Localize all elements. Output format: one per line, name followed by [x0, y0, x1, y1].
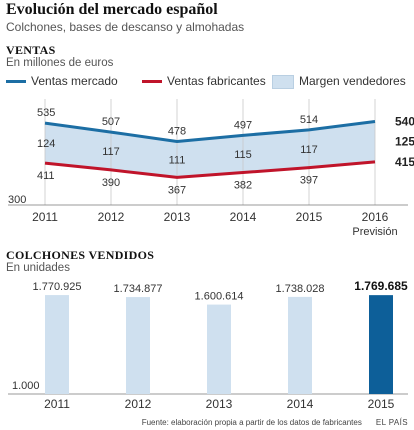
x-tick-2011: 2011	[32, 210, 58, 224]
bar-2014	[288, 296, 312, 394]
bar-2015	[369, 295, 393, 394]
series-line-fabricantes	[44, 160, 376, 179]
label-margen-2016: 125	[395, 135, 414, 149]
ventas-line-chart: 535 124 411 507 117 390 478 111 367 497 115 382 514 1…	[8, 99, 414, 238]
bar-x-tick-2011: 2011	[44, 397, 70, 411]
bar-2013	[207, 304, 231, 394]
label-mercado-2013: 478	[168, 125, 186, 137]
chart-title: Evolución del mercado español	[6, 1, 218, 18]
source-note: Fuente: elaboración propia a partir de l…	[0, 418, 408, 427]
label-mercado-2015: 514	[300, 114, 318, 126]
colchones-unit: En unidades	[6, 262, 70, 274]
bar-value-2014: 1.738.028	[276, 283, 325, 295]
label-margen-2011: 124	[37, 138, 55, 150]
bar-x-tick-2012: 2012	[125, 397, 152, 411]
label-fabricantes-2012: 390	[102, 177, 120, 189]
label-mercado-2012: 507	[102, 116, 120, 128]
brand-logo: EL PAÍS	[375, 418, 408, 427]
label-margen-2014: 115	[234, 149, 252, 161]
bar-2012	[126, 297, 150, 394]
label-fabricantes-2015: 397	[300, 175, 318, 187]
legend-label-fabricantes: Ventas fabricantes	[167, 74, 266, 88]
x-tick-2013: 2013	[164, 210, 191, 224]
bar-x-tick-2013: 2013	[206, 397, 233, 411]
bar-2011	[45, 295, 69, 394]
bar-y-min-label: 1.000	[12, 380, 40, 392]
label-mercado-2011: 535	[37, 107, 55, 119]
label-mercado-2016: 540	[395, 114, 414, 128]
colchones-section-title: COLCHONES VENDIDOS	[6, 248, 155, 262]
bar-x-tick-2015: 2015	[368, 397, 395, 411]
label-mercado-2014: 497	[234, 119, 252, 131]
legend-swatch-mercado	[6, 80, 26, 84]
x-tick-2014: 2014	[230, 210, 257, 224]
bar-x-tick-2014: 2014	[287, 397, 314, 411]
x-tick-2015: 2015	[296, 210, 323, 224]
legend-swatch-fabricantes	[142, 80, 162, 84]
label-fabricantes-2011: 411	[37, 170, 55, 182]
ventas-section-title: VENTAS	[6, 43, 56, 57]
label-fabricantes-2014: 382	[234, 180, 252, 192]
ventas-unit: En millones de euros	[6, 57, 114, 69]
series-line-mercado	[44, 119, 376, 143]
bar-value-2013: 1.600.614	[195, 291, 244, 303]
x-sublabel-2016: Previsión	[352, 226, 397, 238]
legend-item-mercado: Ventas mercado	[6, 74, 118, 88]
legend-swatch-margen	[272, 74, 294, 89]
legend-label-margen: Margen vendedores	[299, 74, 406, 88]
x-tick-2016: 2016	[362, 210, 389, 224]
legend-item-fabricantes: Ventas fabricantes	[142, 74, 266, 88]
legend-label-mercado: Ventas mercado	[31, 74, 118, 88]
label-fabricantes-2016: 415	[395, 155, 414, 169]
label-margen-2012: 117	[102, 146, 120, 158]
label-margen-2015: 117	[300, 144, 318, 156]
bar-value-2012: 1.734.877	[114, 283, 163, 295]
label-margen-2013: 111	[169, 154, 186, 166]
legend-item-margen: Margen vendedores	[272, 74, 406, 89]
chart-subtitle: Colchones, bases de descanso y almohadas	[6, 20, 245, 34]
ventas-legend: Ventas mercado Ventas fabricantes Margen…	[6, 72, 410, 92]
bar-value-2011: 1.770.925	[33, 281, 82, 293]
label-fabricantes-2013: 367	[168, 184, 186, 196]
y-min-label: 300	[8, 194, 26, 206]
bar-value-2015: 1.769.685	[354, 279, 408, 293]
x-tick-2012: 2012	[98, 210, 125, 224]
colchones-bar-chart: 1.000 1.770.925 2011 1.734.877 2012 1.600.614…	[8, 279, 408, 411]
source-text: Fuente: elaboración propia a partir de l…	[141, 418, 362, 427]
